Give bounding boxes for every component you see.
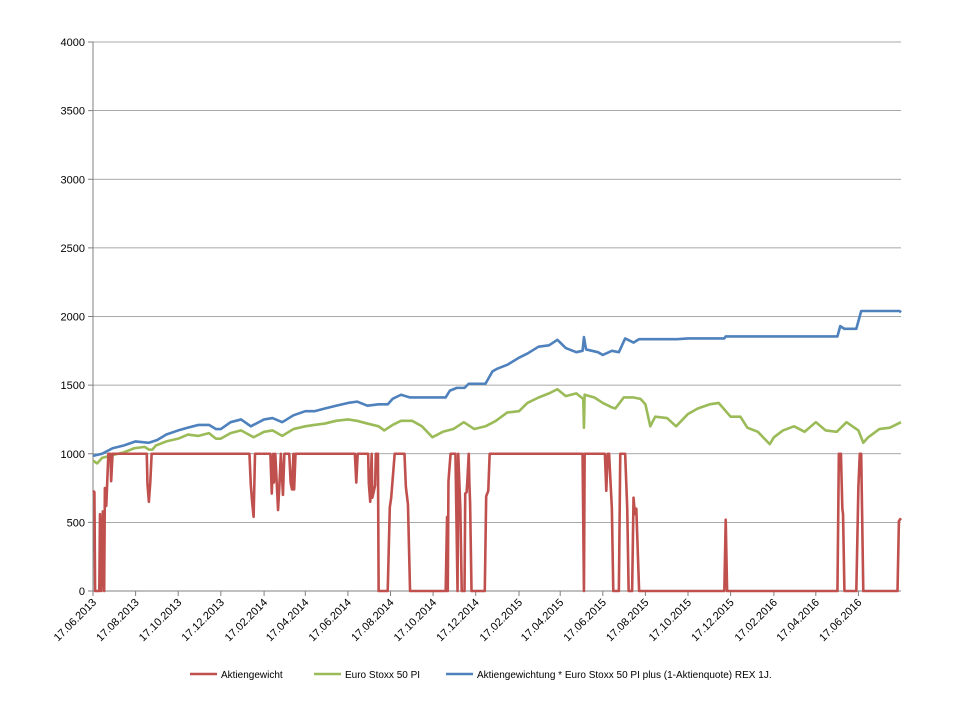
x-tick-label: 17.10.2013 [137, 597, 184, 644]
series-line-2 [92, 309, 902, 458]
x-tick-label: 17.04.2016 [775, 597, 822, 644]
x-tick-label: 17.10.2014 [392, 597, 439, 644]
legend-label-1: Euro Stoxx 50 PI [345, 670, 420, 681]
series-line-1 [92, 387, 902, 465]
x-tick-label: 17.10.2015 [647, 597, 694, 644]
y-tick-label: 3000 [61, 174, 85, 186]
x-tick-label: 17.02.2016 [733, 597, 780, 644]
axes: 0 500 1000 1500 2000 2500 3000 3500 4000 17.06.20… [52, 37, 901, 644]
y-tick-label: 2000 [61, 312, 85, 324]
y-tick-label: 0 [79, 586, 85, 598]
x-tick-label: 17.08.2015 [604, 597, 651, 644]
x-tick-label: 17.02.2015 [478, 597, 525, 644]
x-tick-label: 17.06.2014 [307, 597, 354, 644]
x-tick-label: 17.06.2013 [52, 597, 99, 644]
y-tick-label: 4000 [61, 37, 85, 49]
series-line-0 [92, 452, 903, 593]
legend-label-2: Aktiengewichtung * Euro Stoxx 50 PI plus… [477, 670, 772, 681]
x-tick-label: 17.04.2015 [519, 597, 566, 644]
y-tick-label: 1000 [61, 449, 85, 461]
x-tick-label: 17.08.2013 [94, 597, 141, 644]
x-tick-label: 17.06.2015 [562, 597, 609, 644]
y-tick-label: 500 [67, 517, 85, 529]
x-tick-label: 17.12.2014 [434, 597, 481, 644]
series-lines [92, 309, 903, 593]
y-tick-label: 3500 [61, 106, 85, 118]
x-tick-label: 17.12.2013 [180, 597, 227, 644]
x-tick-label: 17.06.2016 [817, 597, 864, 644]
y-tick-label: 1500 [61, 380, 85, 392]
gridlines [93, 41, 901, 523]
y-tick-label: 2500 [61, 243, 85, 255]
legend: Aktiengewicht Euro Stoxx 50 PI Aktiengewic… [190, 670, 772, 681]
x-tick-label: 17.08.2014 [349, 597, 396, 644]
x-tick-label: 17.02.2014 [223, 597, 270, 644]
legend-label-0: Aktiengewicht [221, 670, 283, 681]
x-tick-label: 17.12.2015 [689, 597, 736, 644]
x-tick-label: 17.04.2014 [264, 597, 311, 644]
